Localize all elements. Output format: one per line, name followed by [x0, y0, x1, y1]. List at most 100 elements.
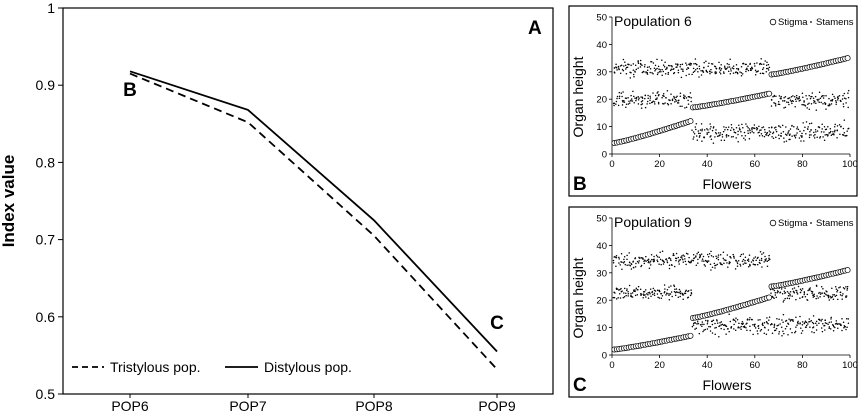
stamen-point	[738, 124, 740, 126]
stamen-point	[663, 66, 666, 68]
stamen-point	[705, 260, 708, 262]
stamen-point	[758, 131, 760, 133]
stamen-point	[644, 63, 646, 66]
stamen-point	[677, 260, 680, 263]
stamen-point	[760, 328, 763, 331]
stamen-point	[652, 72, 654, 75]
stamen-point	[650, 295, 652, 298]
stamen-point	[644, 106, 647, 109]
stamen-point	[613, 104, 615, 107]
stamen-point	[646, 71, 649, 74]
stamen-point	[815, 109, 818, 111]
stamen-point	[841, 329, 843, 332]
panel-a-x-tick-label: POP6	[111, 398, 149, 414]
x-tick-label: 0	[609, 360, 614, 371]
stamen-point	[740, 253, 743, 256]
stamen-point	[751, 128, 753, 131]
stamen-point	[617, 66, 620, 68]
stamen-point	[744, 256, 747, 259]
stamen-point	[715, 67, 718, 70]
stamen-point	[693, 257, 696, 259]
stamen-point	[659, 251, 661, 254]
stamen-point	[714, 327, 716, 329]
stamen-point	[703, 323, 705, 326]
stamen-point	[789, 99, 792, 101]
stamen-point	[676, 64, 679, 66]
stamen-point	[630, 64, 632, 67]
stamen-point	[663, 103, 665, 105]
stamen-point	[713, 262, 716, 265]
stamen-point	[719, 71, 721, 73]
stamen-point	[613, 256, 615, 258]
stamen-point	[641, 96, 644, 98]
stamen-point	[756, 263, 759, 266]
stamen-point	[706, 261, 709, 263]
stamen-point	[694, 328, 696, 330]
stamen-point	[821, 128, 823, 130]
stamen-point	[649, 262, 651, 264]
stamen-point	[657, 103, 660, 105]
stamen-point	[737, 133, 739, 136]
y-tick-label: 30	[596, 67, 607, 78]
stamen-point	[845, 102, 847, 104]
stamen-point	[752, 324, 754, 326]
stamen-point	[827, 295, 830, 298]
stamen-point	[647, 97, 649, 100]
stamen-point	[730, 136, 733, 138]
stamen-point	[698, 332, 701, 335]
stamen-point	[751, 131, 753, 133]
stamen-point	[711, 266, 714, 268]
stamen-point	[843, 132, 846, 134]
stamen-point	[707, 319, 709, 322]
stamen-point	[740, 325, 742, 328]
stamen-point	[829, 128, 832, 130]
stamen-point	[777, 103, 780, 106]
stamen-point	[811, 292, 813, 295]
stamen-point	[626, 289, 628, 292]
stamen-point	[643, 294, 645, 297]
stamen-point	[807, 289, 809, 292]
stamen-point	[736, 265, 739, 267]
stamen-point	[768, 133, 771, 136]
stamen-point	[635, 287, 638, 289]
stamen-point	[847, 106, 849, 109]
stamen-point	[738, 127, 741, 129]
stamen-point	[758, 134, 761, 137]
stamen-point	[830, 321, 833, 323]
stamen-point	[669, 64, 671, 67]
panel-b-scatter-chart: B Population 6 Flowers Organ height Stig…	[568, 5, 858, 197]
stamen-point	[675, 100, 678, 102]
stamen-point	[685, 62, 687, 64]
stamen-point	[757, 324, 760, 327]
stamen-point	[614, 292, 616, 294]
y-tick-label: 20	[596, 95, 607, 106]
stamen-point	[777, 101, 780, 103]
stamen-point	[833, 131, 836, 133]
stamen-point	[670, 285, 672, 287]
stamen-point	[836, 129, 839, 131]
stamen-point	[630, 94, 632, 97]
stamen-point	[838, 94, 841, 97]
stamen-point	[622, 58, 625, 61]
stamen-point	[716, 322, 719, 324]
stamen-point	[751, 127, 753, 129]
panel-c-points	[611, 250, 851, 353]
stamen-point	[824, 134, 826, 136]
stamen-point	[706, 322, 709, 325]
stamen-point	[630, 292, 632, 295]
stamen-point	[791, 295, 793, 297]
stamen-point	[623, 260, 626, 263]
stamen-point	[649, 292, 651, 295]
stamen-point	[841, 298, 843, 300]
stamen-point	[724, 324, 727, 327]
stamen-point	[659, 69, 662, 71]
stamen-point	[773, 127, 776, 129]
stamen-point	[773, 326, 775, 329]
stamen-point	[801, 288, 804, 290]
stamen-point	[627, 293, 630, 295]
stamen-point	[842, 321, 845, 324]
stamen-point	[620, 260, 622, 263]
panel-a-annotation-c: C	[490, 313, 504, 334]
stamen-point	[843, 119, 846, 121]
panel-a-series-line-tristylous	[129, 72, 498, 370]
